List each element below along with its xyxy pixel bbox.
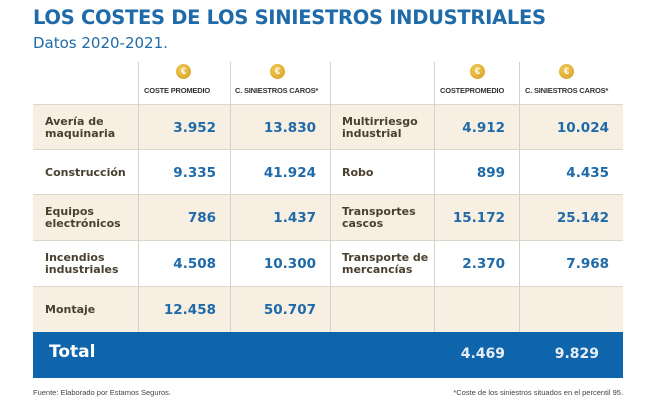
category-name: Avería de maquinaria	[45, 114, 116, 140]
total-expensive: 9.829	[554, 346, 599, 362]
header-label: COSTE PROMEDIO	[144, 86, 210, 95]
header-label: C. SINIESTROS CAROS*	[525, 86, 609, 95]
total-row: Total 4.469 9.829	[33, 332, 623, 378]
average-cost: 4.912	[462, 119, 505, 136]
page-subtitle: Datos 2020-2021.	[33, 34, 168, 52]
expensive-claims-cost: 13.830	[263, 119, 316, 136]
expensive-claims-cost: 41.924	[263, 164, 316, 181]
euro-coin-icon: €	[176, 64, 191, 79]
header-right-exp: € C. SINIESTROS CAROS*	[519, 62, 623, 104]
category-name: Multirriesgo industrial	[342, 114, 418, 140]
category-name: Transportes cascos	[342, 205, 416, 230]
category-name	[330, 287, 446, 333]
expensive-claims-cost: 4.435	[566, 164, 609, 181]
average-cost: 12.458	[163, 302, 216, 318]
table-row: Construcción 9.335 41.924 Robo 899 4.435	[33, 149, 623, 195]
expensive-claims-cost: 10.300	[263, 256, 316, 272]
column-divider	[330, 62, 331, 332]
page-title: LOS COSTES DE LOS SINIESTROS INDUSTRIALE…	[33, 6, 546, 29]
column-divider	[138, 62, 139, 332]
average-cost: 786	[187, 210, 216, 226]
average-cost: 899	[476, 164, 505, 181]
euro-coin-icon: €	[470, 64, 485, 79]
category-name: Equipos electrónicos	[45, 205, 121, 230]
column-divider	[434, 62, 435, 332]
header-label: C. SINIESTROS CAROS*	[235, 86, 319, 95]
table-row: Incendios industriales 4.508 10.300 Transpo…	[33, 240, 623, 287]
average-cost: 9.335	[173, 164, 216, 181]
category-name: Construcción	[45, 165, 126, 179]
expensive-claims-cost: 7.968	[566, 256, 609, 272]
expensive-claims-cost: 50.707	[263, 302, 316, 318]
category-name: Robo	[342, 165, 374, 179]
table-row: Avería de maquinaria 3.952 13.830 Multirrie…	[33, 104, 623, 150]
euro-coin-icon: €	[559, 64, 574, 79]
average-cost: 15.172	[452, 210, 505, 226]
header-left-exp: € C. SINIESTROS CAROS*	[230, 62, 330, 104]
header-left-avg: € COSTE PROMEDIO	[138, 62, 230, 104]
total-avg: 4.469	[460, 346, 505, 362]
category-name: Incendios industriales	[45, 251, 119, 276]
expensive-claims-cost: 1.437	[273, 210, 316, 226]
average-cost: 4.508	[173, 256, 216, 272]
header-right-avg: € COSTEPROMEDIO	[434, 62, 519, 104]
table-row: Equipos electrónicos 786 1.437 Transportes …	[33, 194, 623, 241]
expensive-claims-cost: 10.024	[556, 119, 609, 136]
category-name: Montaje	[45, 303, 96, 316]
header-label: COSTEPROMEDIO	[440, 86, 505, 95]
total-label: Total	[49, 342, 96, 362]
average-cost: 2.370	[462, 256, 505, 272]
column-divider	[519, 62, 520, 332]
expensive-claims-cost	[519, 287, 623, 333]
euro-coin-icon: €	[270, 64, 285, 79]
source-note: Fuente: Elaborado por Estamos Seguros.	[33, 388, 171, 397]
footnote: *Coste de los siniestros situados en el …	[453, 388, 623, 397]
column-divider	[230, 62, 231, 332]
average-cost	[434, 287, 519, 333]
table-row: Montaje 12.458 50.707	[33, 286, 623, 333]
expensive-claims-cost: 25.142	[556, 210, 609, 226]
category-name: Transporte de mercancías	[342, 251, 429, 276]
average-cost: 3.952	[173, 119, 216, 136]
